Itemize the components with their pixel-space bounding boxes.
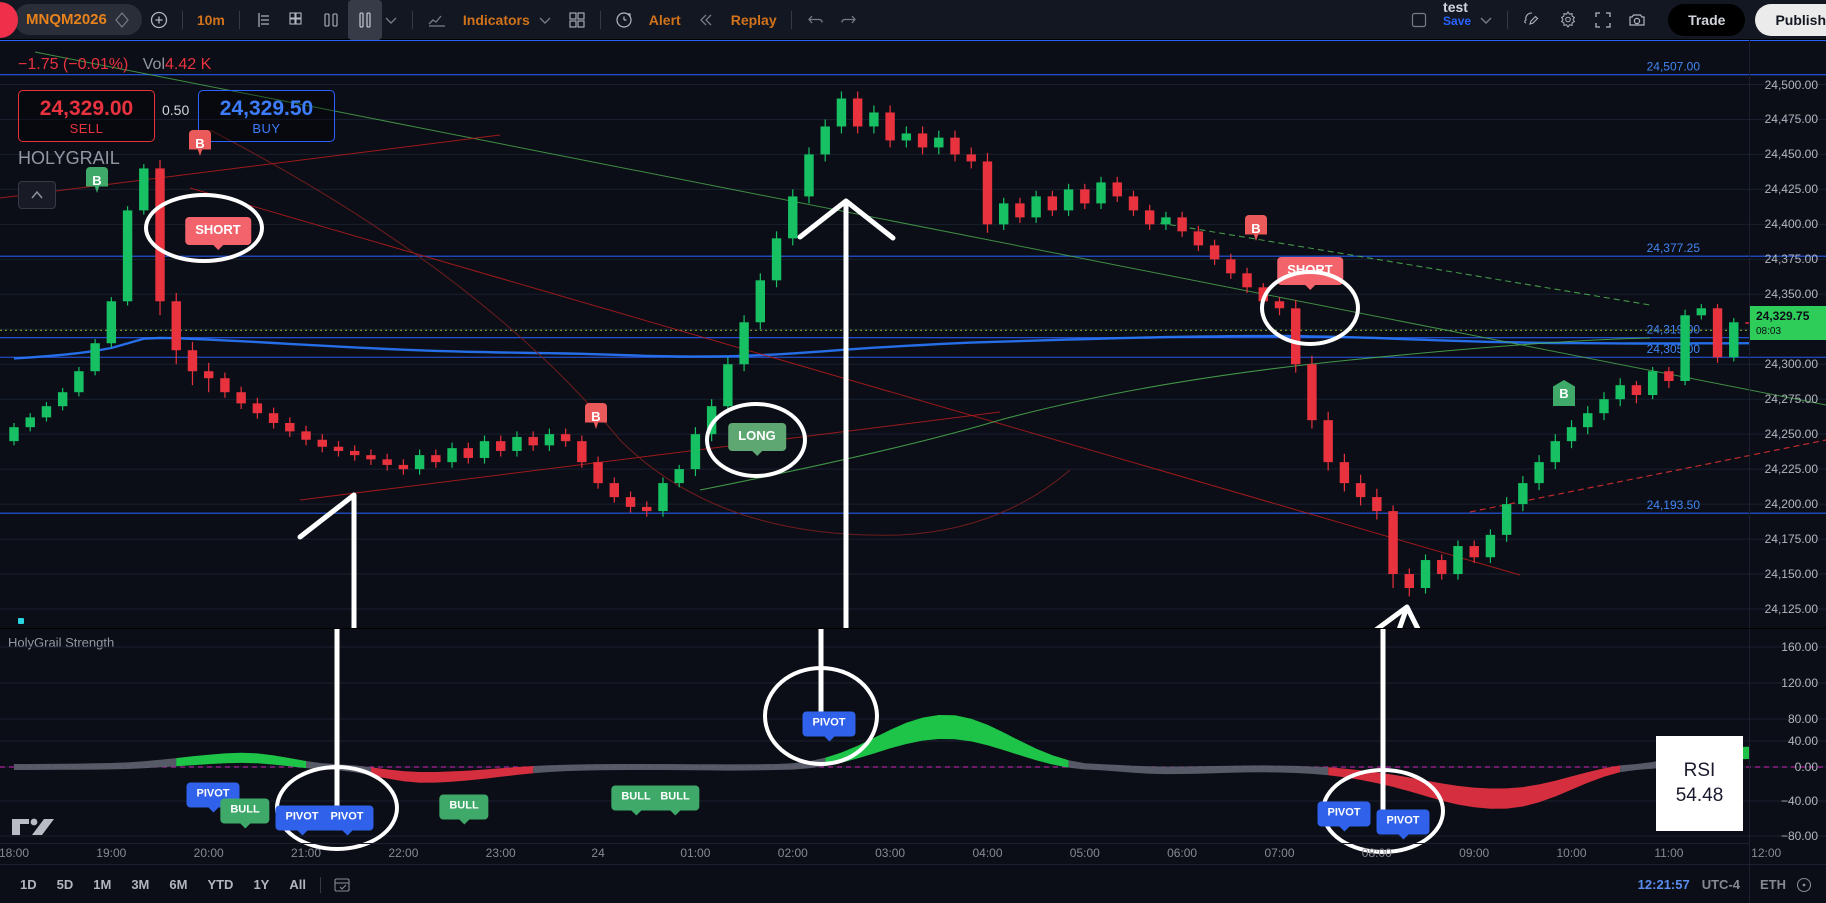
svg-text:24,193.50: 24,193.50: [1647, 498, 1701, 512]
svg-text:24,319.00: 24,319.00: [1647, 323, 1701, 337]
svg-text:24,507.00: 24,507.00: [1647, 60, 1701, 74]
svg-text:24,377.25: 24,377.25: [1647, 241, 1701, 255]
